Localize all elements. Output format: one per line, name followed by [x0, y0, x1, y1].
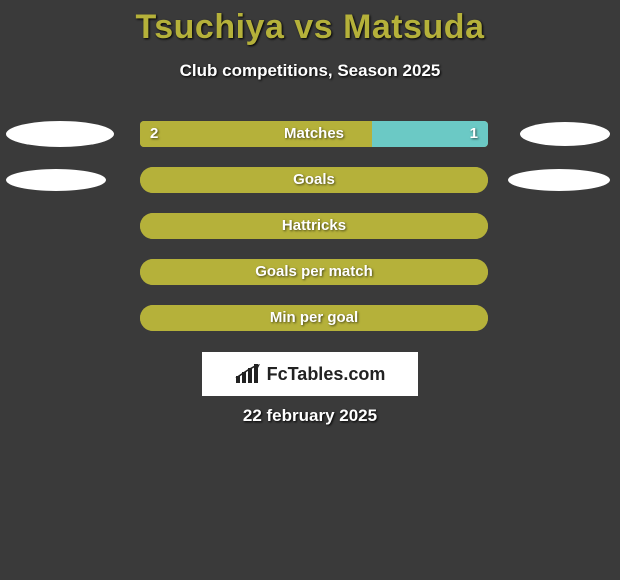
stat-row: Goals	[0, 167, 620, 193]
page-subtitle: Club competitions, Season 2025	[0, 61, 620, 81]
bar-segment-left	[140, 259, 488, 285]
chart-icon	[235, 364, 261, 384]
bar-segment-left	[140, 167, 488, 193]
bar-segment-left	[140, 213, 488, 239]
comparison-bar: Goals	[140, 167, 488, 193]
comparison-bar: Goals per match	[140, 259, 488, 285]
bar-segment-left	[140, 305, 488, 331]
left-value-ellipse	[6, 169, 106, 191]
comparison-bar: Min per goal	[140, 305, 488, 331]
left-value-ellipse	[6, 121, 114, 147]
stat-row: Goals per match	[0, 259, 620, 285]
brand-text: FcTables.com	[267, 364, 386, 385]
right-value-ellipse	[508, 169, 610, 191]
right-value-ellipse	[520, 122, 610, 146]
brand-box: FcTables.com	[202, 352, 418, 396]
comparison-bar: Hattricks	[140, 213, 488, 239]
bar-segment-right	[372, 121, 488, 147]
stat-row: Hattricks	[0, 213, 620, 239]
page-title: Tsuchiya vs Matsuda	[0, 0, 620, 47]
chart-area: 21Matches Goals Hattricks Goals per match Mi…	[0, 121, 620, 361]
date-line: 22 february 2025	[0, 406, 620, 426]
comparison-bar: 21Matches	[140, 121, 488, 147]
comparison-infographic: Tsuchiya vs Matsuda Club competitions, S…	[0, 0, 620, 580]
bar-segment-left	[140, 121, 372, 147]
stat-row: Min per goal	[0, 305, 620, 331]
stat-row: 21Matches	[0, 121, 620, 147]
